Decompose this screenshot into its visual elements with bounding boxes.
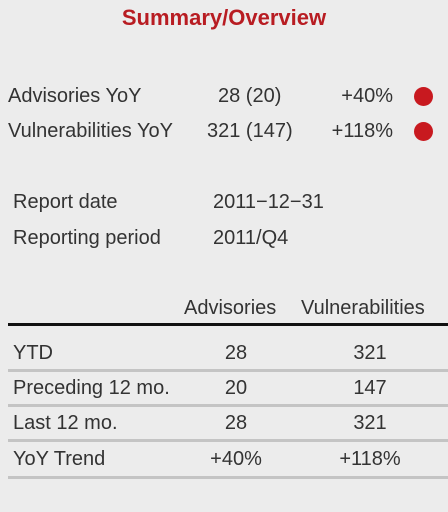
- row-label: Last 12 mo.: [13, 412, 118, 434]
- kpi-label: Advisories YoY: [8, 85, 142, 107]
- column-header-advisories: Advisories: [184, 297, 277, 319]
- table-row: Last 12 mo. 28 321: [8, 407, 448, 439]
- column-header-vulnerabilities: Vulnerabilities: [301, 297, 425, 319]
- kpi-change: +40%: [341, 85, 393, 107]
- status-indicator-icon: [414, 87, 433, 106]
- row-divider: [8, 476, 448, 479]
- page-title: Summary/Overview: [121, 5, 327, 30]
- report-date-row: Report date 2011−12−31: [0, 188, 448, 216]
- row-divider: [8, 369, 448, 372]
- advisories-cell: +40%: [210, 448, 262, 470]
- reporting-period-value: 2011/Q4: [213, 227, 289, 249]
- table-header-rule: [8, 323, 448, 326]
- advisories-cell: 28: [224, 412, 248, 434]
- kpi-label: Vulnerabilities YoY: [8, 120, 173, 142]
- kpi-row-advisories: Advisories YoY 28 (20) +40%: [0, 82, 448, 110]
- status-indicator-icon: [414, 122, 433, 141]
- advisories-cell: 28: [224, 342, 248, 364]
- reporting-period-row: Reporting period 2011/Q4: [0, 224, 448, 252]
- vulnerabilities-cell: 321: [353, 342, 387, 364]
- kpi-change: +118%: [331, 120, 393, 142]
- vulnerabilities-cell: 321: [353, 412, 387, 434]
- row-label: YTD: [13, 342, 53, 364]
- kpi-row-vulnerabilities: Vulnerabilities YoY 321 (147) +118%: [0, 117, 448, 145]
- vulnerabilities-cell: +118%: [339, 448, 401, 470]
- advisories-cell: 20: [224, 377, 248, 399]
- row-label: Preceding 12 mo.: [13, 377, 170, 399]
- row-label: YoY Trend: [13, 448, 106, 470]
- row-divider: [8, 439, 448, 442]
- vulnerabilities-cell: 147: [353, 377, 387, 399]
- table-row: YTD 28 321: [8, 337, 448, 369]
- kpi-value: 28 (20): [218, 85, 282, 107]
- report-date-label: Report date: [13, 191, 118, 213]
- report-date-value: 2011−12−31: [213, 191, 324, 213]
- row-divider: [8, 404, 448, 407]
- table-row: YoY Trend +40% +118%: [8, 443, 448, 475]
- reporting-period-label: Reporting period: [13, 227, 161, 249]
- kpi-value: 321 (147): [207, 120, 293, 142]
- table-row: Preceding 12 mo. 20 147: [8, 372, 448, 404]
